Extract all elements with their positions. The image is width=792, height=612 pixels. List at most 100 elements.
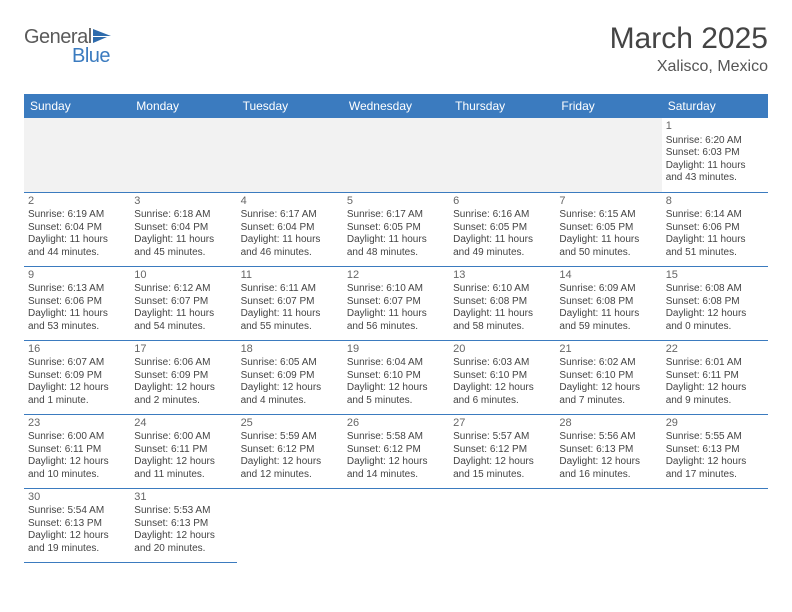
day-number: 29 bbox=[666, 417, 764, 431]
calendar-cell-blank bbox=[555, 118, 661, 192]
calendar-cell-blank bbox=[449, 488, 555, 562]
day-number: 19 bbox=[347, 343, 445, 357]
day-number: 6 bbox=[453, 195, 551, 209]
calendar-cell: 29Sunrise: 5:55 AMSunset: 6:13 PMDayligh… bbox=[662, 414, 768, 488]
day-number: 26 bbox=[347, 417, 445, 431]
daylight-text: Daylight: 12 hours and 14 minutes. bbox=[347, 456, 445, 481]
calendar-row: 16Sunrise: 6:07 AMSunset: 6:09 PMDayligh… bbox=[24, 340, 768, 414]
daylight-text: Daylight: 11 hours and 55 minutes. bbox=[241, 308, 339, 333]
sunset-text: Sunset: 6:06 PM bbox=[28, 296, 126, 309]
sunset-text: Sunset: 6:09 PM bbox=[28, 370, 126, 383]
sunrise-text: Sunrise: 6:10 AM bbox=[347, 283, 445, 296]
header: GeneralBlue March 2025 Xalisco, Mexico bbox=[24, 22, 768, 76]
day-number: 21 bbox=[559, 343, 657, 357]
sunset-text: Sunset: 6:13 PM bbox=[134, 518, 232, 531]
calendar-cell: 11Sunrise: 6:11 AMSunset: 6:07 PMDayligh… bbox=[237, 266, 343, 340]
sunset-text: Sunset: 6:07 PM bbox=[347, 296, 445, 309]
sunset-text: Sunset: 6:08 PM bbox=[666, 296, 764, 309]
sunrise-text: Sunrise: 5:55 AM bbox=[666, 431, 764, 444]
day-header: Wednesday bbox=[343, 94, 449, 118]
daylight-text: Daylight: 11 hours and 59 minutes. bbox=[559, 308, 657, 333]
calendar-cell: 19Sunrise: 6:04 AMSunset: 6:10 PMDayligh… bbox=[343, 340, 449, 414]
daylight-text: Daylight: 12 hours and 16 minutes. bbox=[559, 456, 657, 481]
sunset-text: Sunset: 6:12 PM bbox=[241, 444, 339, 457]
day-number: 23 bbox=[28, 417, 126, 431]
flag-icon bbox=[93, 29, 113, 43]
title-block: March 2025 Xalisco, Mexico bbox=[610, 22, 768, 76]
calendar-row: 9Sunrise: 6:13 AMSunset: 6:06 PM Daylight… bbox=[24, 266, 768, 340]
daylight-text: Daylight: 12 hours and 11 minutes. bbox=[134, 456, 232, 481]
calendar-cell: 17Sunrise: 6:06 AMSunset: 6:09 PMDayligh… bbox=[130, 340, 236, 414]
day-number: 2 bbox=[28, 195, 126, 209]
sunrise-text: Sunrise: 5:59 AM bbox=[241, 431, 339, 444]
calendar-cell: 30Sunrise: 5:54 AMSunset: 6:13 PMDayligh… bbox=[24, 488, 130, 562]
daylight-text: Daylight: 11 hours and 58 minutes. bbox=[453, 308, 551, 333]
daylight-text: Daylight: 12 hours and 15 minutes. bbox=[453, 456, 551, 481]
day-number: 9 bbox=[28, 269, 126, 283]
calendar-cell: 24Sunrise: 6:00 AMSunset: 6:11 PMDayligh… bbox=[130, 414, 236, 488]
sunset-text: Sunset: 6:09 PM bbox=[134, 370, 232, 383]
sunrise-text: Sunrise: 6:07 AM bbox=[28, 357, 126, 370]
daylight-text: Daylight: 12 hours and 19 minutes. bbox=[28, 530, 126, 555]
calendar-table: Sunday Monday Tuesday Wednesday Thursday… bbox=[24, 94, 768, 563]
sunrise-text: Sunrise: 6:14 AM bbox=[666, 209, 764, 222]
calendar-cell-blank bbox=[237, 118, 343, 192]
calendar-cell: 20Sunrise: 6:03 AMSunset: 6:10 PMDayligh… bbox=[449, 340, 555, 414]
sunset-text: Sunset: 6:10 PM bbox=[559, 370, 657, 383]
sunrise-text: Sunrise: 6:05 AM bbox=[241, 357, 339, 370]
day-number: 17 bbox=[134, 343, 232, 357]
sunrise-text: Sunrise: 6:02 AM bbox=[559, 357, 657, 370]
calendar-cell: 6Sunrise: 6:16 AMSunset: 6:05 PMDaylight… bbox=[449, 192, 555, 266]
daylight-text: Daylight: 11 hours and 45 minutes. bbox=[134, 234, 232, 259]
calendar-body: 1Sunrise: 6:20 AMSunset: 6:03 PMDaylight… bbox=[24, 118, 768, 562]
sunrise-text: Sunrise: 6:09 AM bbox=[559, 283, 657, 296]
sunset-text: Sunset: 6:07 PM bbox=[134, 296, 232, 309]
day-header: Sunday bbox=[24, 94, 130, 118]
logo: GeneralBlue bbox=[24, 26, 113, 68]
day-header: Friday bbox=[555, 94, 661, 118]
day-header-row: Sunday Monday Tuesday Wednesday Thursday… bbox=[24, 94, 768, 118]
daylight-text: Daylight: 12 hours and 7 minutes. bbox=[559, 382, 657, 407]
daylight-text: Daylight: 11 hours and 46 minutes. bbox=[241, 234, 339, 259]
calendar-cell: 5Sunrise: 6:17 AMSunset: 6:05 PMDaylight… bbox=[343, 192, 449, 266]
day-number: 27 bbox=[453, 417, 551, 431]
daylight-text: Daylight: 12 hours and 9 minutes. bbox=[666, 382, 764, 407]
sunset-text: Sunset: 6:13 PM bbox=[28, 518, 126, 531]
daylight-text: Daylight: 12 hours and 1 minute. bbox=[28, 382, 126, 407]
day-number: 8 bbox=[666, 195, 764, 209]
daylight-text: Daylight: 11 hours and 54 minutes. bbox=[134, 308, 232, 333]
sunrise-text: Sunrise: 5:53 AM bbox=[134, 505, 232, 518]
sunrise-text: Sunrise: 5:57 AM bbox=[453, 431, 551, 444]
calendar-cell: 10Sunrise: 6:12 AMSunset: 6:07 PMDayligh… bbox=[130, 266, 236, 340]
calendar-cell: 2Sunrise: 6:19 AMSunset: 6:04 PMDaylight… bbox=[24, 192, 130, 266]
day-number: 30 bbox=[28, 491, 126, 505]
calendar-cell-blank bbox=[343, 488, 449, 562]
sunrise-text: Sunrise: 6:13 AM bbox=[28, 283, 126, 296]
sunset-text: Sunset: 6:05 PM bbox=[559, 222, 657, 235]
sunset-text: Sunset: 6:04 PM bbox=[241, 222, 339, 235]
sunrise-text: Sunrise: 6:06 AM bbox=[134, 357, 232, 370]
day-number: 15 bbox=[666, 269, 764, 283]
sunrise-text: Sunrise: 6:08 AM bbox=[666, 283, 764, 296]
month-title: March 2025 bbox=[610, 22, 768, 56]
daylight-text: Daylight: 12 hours and 6 minutes. bbox=[453, 382, 551, 407]
day-header: Monday bbox=[130, 94, 236, 118]
sunset-text: Sunset: 6:04 PM bbox=[134, 222, 232, 235]
calendar-cell-blank bbox=[24, 118, 130, 192]
calendar-cell: 22Sunrise: 6:01 AMSunset: 6:11 PMDayligh… bbox=[662, 340, 768, 414]
sunrise-text: Sunrise: 6:10 AM bbox=[453, 283, 551, 296]
day-number: 31 bbox=[134, 491, 232, 505]
sunrise-text: Sunrise: 6:00 AM bbox=[28, 431, 126, 444]
calendar-cell-blank bbox=[237, 488, 343, 562]
sunset-text: Sunset: 6:10 PM bbox=[453, 370, 551, 383]
sunset-text: Sunset: 6:05 PM bbox=[453, 222, 551, 235]
daylight-text: Daylight: 11 hours and 49 minutes. bbox=[453, 234, 551, 259]
logo-text-blue: Blue bbox=[72, 45, 110, 68]
sunset-text: Sunset: 6:13 PM bbox=[666, 444, 764, 457]
calendar-cell: 14Sunrise: 6:09 AMSunset: 6:08 PMDayligh… bbox=[555, 266, 661, 340]
sunset-text: Sunset: 6:07 PM bbox=[241, 296, 339, 309]
calendar-cell: 1Sunrise: 6:20 AMSunset: 6:03 PMDaylight… bbox=[662, 118, 768, 192]
sunrise-text: Sunrise: 6:18 AM bbox=[134, 209, 232, 222]
daylight-text: Daylight: 11 hours and 56 minutes. bbox=[347, 308, 445, 333]
daylight-text: Daylight: 12 hours and 0 minutes. bbox=[666, 308, 764, 333]
